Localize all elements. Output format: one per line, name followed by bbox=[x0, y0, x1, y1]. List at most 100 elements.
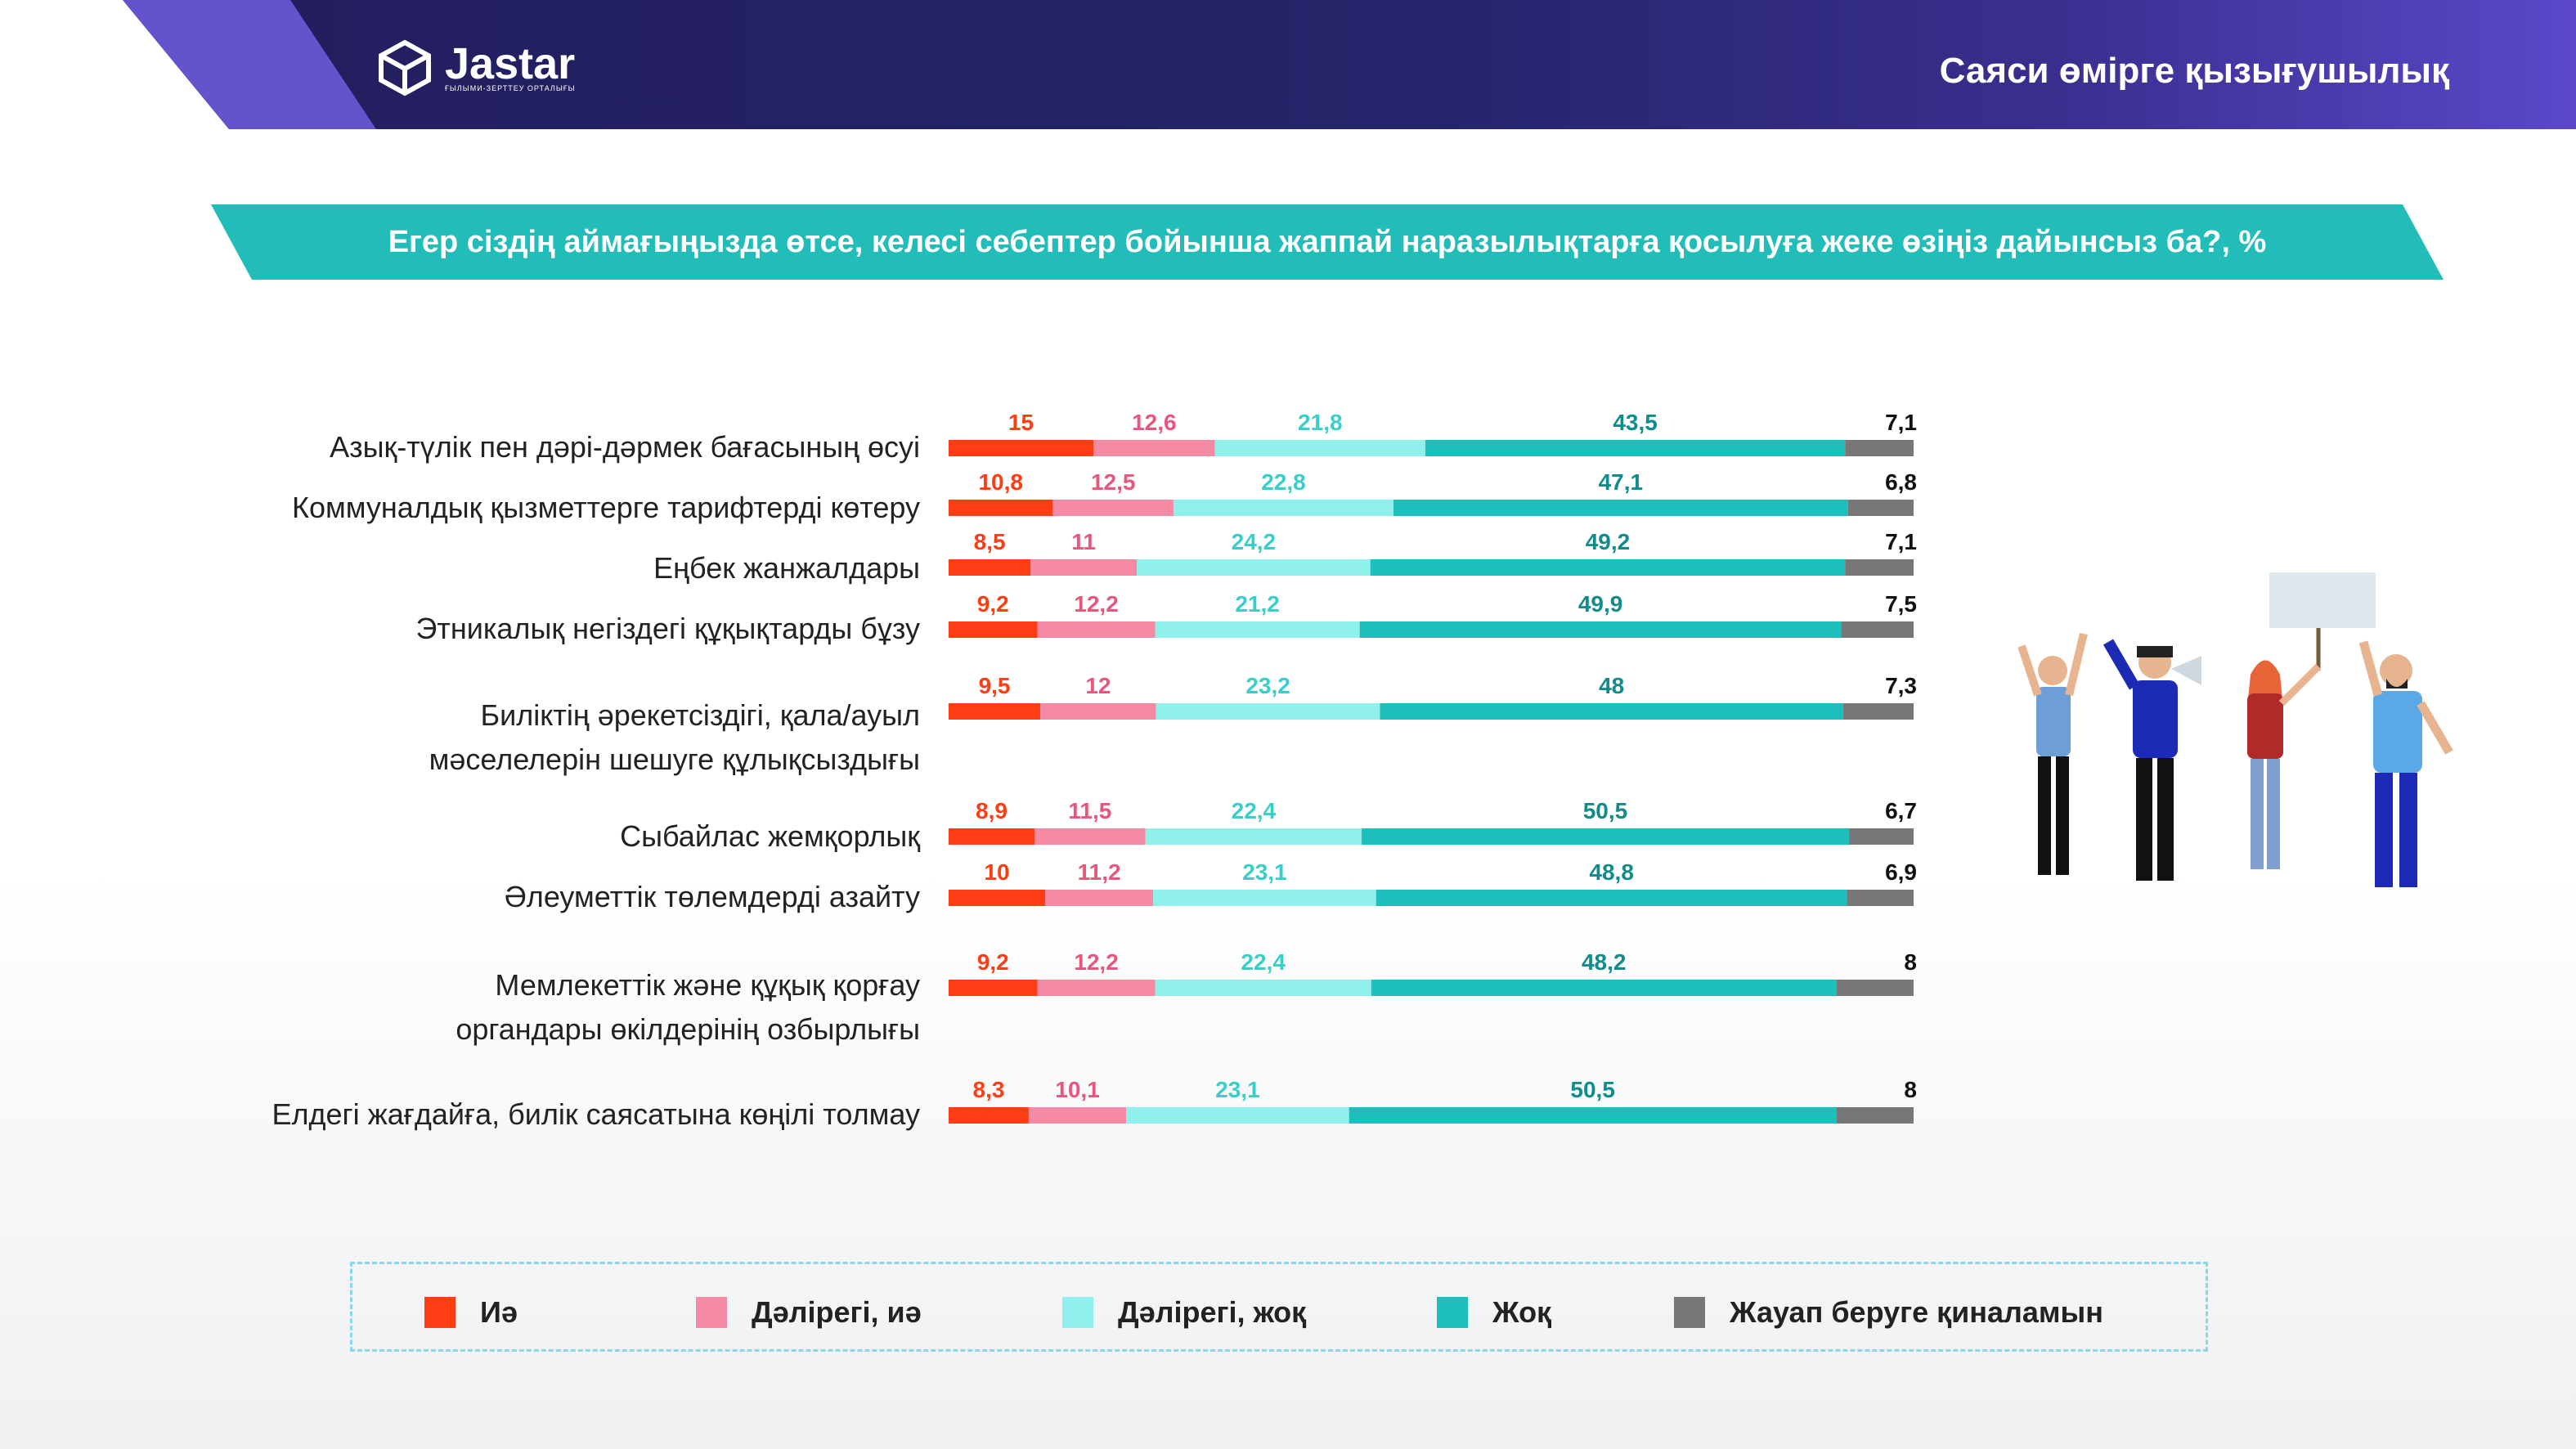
legend-label: Жоқ bbox=[1492, 1295, 1552, 1329]
bar-segment bbox=[1848, 828, 1914, 845]
category-label-line: органдары өкілдерінің озбырлығы bbox=[456, 1012, 920, 1046]
data-label: 48,8 bbox=[1589, 859, 1634, 885]
data-label: 23,1 bbox=[1215, 1077, 1260, 1102]
data-label: 23,1 bbox=[1242, 859, 1287, 885]
data-label: 6,7 bbox=[1885, 798, 1917, 823]
chart-title: Егер сіздің аймағыңызда өтсе, келесі себ… bbox=[388, 225, 2267, 259]
legend-item: Жауап беруге қиналамын bbox=[1674, 1295, 2103, 1330]
category-label-line: Сыбайлас жемқорлық bbox=[620, 819, 920, 853]
category-label: Еңбек жанжалдары bbox=[653, 546, 920, 590]
bar-segment bbox=[1845, 559, 1914, 576]
data-label: 49,2 bbox=[1586, 529, 1631, 554]
bar-segment bbox=[1145, 828, 1362, 845]
legend: Иә Дәлірегі, иә Дәлірегі, жоқ Жоқ Жауап беру… bbox=[350, 1262, 2208, 1352]
data-label: 7,1 bbox=[1885, 529, 1917, 554]
category-label-line: Еңбек жанжалдары bbox=[653, 551, 920, 585]
data-label: 12,6 bbox=[1132, 410, 1177, 435]
data-label: 11,2 bbox=[1078, 859, 1121, 885]
data-label: 12 bbox=[1085, 673, 1111, 698]
data-label: 50,5 bbox=[1583, 798, 1628, 823]
data-label: 11,5 bbox=[1068, 798, 1111, 823]
bar-segment bbox=[1836, 1107, 1914, 1124]
bar-segment bbox=[1040, 703, 1156, 720]
data-label: 49,9 bbox=[1578, 591, 1623, 617]
category-label-line: Елдегі жағдайға, билік саясатына көңілі … bbox=[272, 1097, 920, 1131]
bar-segment bbox=[1847, 890, 1914, 906]
header-bar: Jastar ҒЫЛЫМИ-ЗЕРТТЕУ ОРТАЛЫҒЫ Саяси өмі… bbox=[0, 0, 2576, 129]
bar-segment bbox=[1173, 500, 1393, 516]
category-label-line: мәселелерін шешуге құлықсыздығы bbox=[429, 742, 920, 776]
header-decoration bbox=[0, 0, 376, 129]
logo-text: Jastar bbox=[445, 39, 576, 88]
data-label: 21,8 bbox=[1298, 410, 1343, 435]
legend-label: Жауап беруге қиналамын bbox=[1730, 1295, 2104, 1329]
bar-segment bbox=[1137, 559, 1371, 576]
data-label: 10,8 bbox=[978, 469, 1023, 495]
category-label: Мемлекеттік және құқық қорғау органдары ө… bbox=[456, 963, 920, 1052]
data-label: 47,1 bbox=[1599, 469, 1644, 495]
category-label-line: Мемлекеттік және құқық қорғау bbox=[495, 968, 920, 1002]
page-title: Саяси өмірге қызығушылық bbox=[1939, 51, 2449, 91]
legend-swatch bbox=[1674, 1297, 1705, 1328]
bar-segment bbox=[1037, 621, 1156, 638]
bar-segment bbox=[949, 980, 1038, 996]
category-label-line: Әлеуметтік төлемдерді азайту bbox=[504, 880, 920, 913]
category-label: Этникалық негіздегі құқықтарды бұзу bbox=[416, 607, 920, 651]
bar-segment bbox=[1362, 828, 1849, 845]
bar-segment bbox=[1153, 890, 1376, 906]
data-label: 6,9 bbox=[1885, 859, 1917, 885]
data-label: 24,2 bbox=[1232, 529, 1277, 554]
category-label: Биліктің әрекетсіздігі, қала/ауыл мәселел… bbox=[429, 693, 920, 782]
bar-segment bbox=[1037, 980, 1156, 996]
bar-segment bbox=[1380, 703, 1843, 720]
category-label-line: Этникалық негіздегі құқықтарды бұзу bbox=[415, 612, 920, 645]
bar-segment bbox=[1359, 621, 1842, 638]
data-label: 43,5 bbox=[1613, 410, 1658, 435]
data-label: 9,2 bbox=[977, 591, 1009, 617]
data-label: 8,5 bbox=[974, 529, 1006, 554]
bar-segment bbox=[1371, 980, 1837, 996]
legend-item: Дәлірегі, жоқ bbox=[1062, 1295, 1306, 1330]
category-label: Елдегі жағдайға, билік саясатына көңілі … bbox=[272, 1092, 920, 1137]
question-banner: Егер сіздің аймағыңызда өтсе, келесі себ… bbox=[211, 204, 2444, 280]
logo: Jastar ҒЫЛЫМИ-ЗЕРТТЕУ ОРТАЛЫҒЫ bbox=[376, 39, 576, 96]
data-label: 8,9 bbox=[976, 798, 1008, 823]
bar-segment bbox=[1836, 980, 1914, 996]
data-label: 12,2 bbox=[1074, 949, 1119, 975]
data-label: 6,8 bbox=[1885, 469, 1917, 495]
bar-segment bbox=[1842, 703, 1914, 720]
data-label: 9,2 bbox=[977, 949, 1009, 975]
bar-segment bbox=[1845, 440, 1914, 456]
data-label: 48 bbox=[1599, 673, 1624, 698]
bar-segment bbox=[1045, 890, 1154, 906]
category-label: Азық-түлік пен дәрі-дәрмек бағасының өсу… bbox=[330, 425, 920, 469]
bar-segment bbox=[949, 828, 1035, 845]
category-label: Коммуналдық қызметтерге тарифтерді көтер… bbox=[292, 486, 920, 530]
data-label: 50,5 bbox=[1570, 1077, 1615, 1102]
category-label-line: Коммуналдық қызметтерге тарифтерді көтер… bbox=[292, 491, 920, 524]
data-label: 8 bbox=[1904, 949, 1917, 975]
legend-label: Дәлірегі, жоқ bbox=[1118, 1295, 1307, 1329]
bar-segment bbox=[1052, 500, 1174, 516]
legend-item: Дәлірегі, иә bbox=[696, 1295, 922, 1330]
category-label-line: Азық-түлік пен дәрі-дәрмек бағасының өсу… bbox=[330, 430, 920, 464]
legend-item: Иә bbox=[424, 1295, 518, 1330]
bar-segment bbox=[1126, 1107, 1349, 1124]
bar-segment bbox=[1214, 440, 1425, 456]
bar-segment bbox=[1425, 440, 1846, 456]
logo-cube-icon bbox=[379, 39, 431, 96]
legend-label: Дәлірегі, иә bbox=[752, 1295, 922, 1329]
legend-item: Жоқ bbox=[1437, 1295, 1551, 1330]
data-label: 9,5 bbox=[979, 673, 1011, 698]
protesters-illustration bbox=[2017, 572, 2453, 887]
data-label: 7,1 bbox=[1885, 410, 1917, 435]
bar-segment bbox=[1393, 500, 1848, 516]
bar-segment bbox=[1034, 828, 1146, 845]
bar-segment bbox=[1847, 500, 1914, 516]
bar-segment bbox=[1155, 980, 1371, 996]
data-label: 23,2 bbox=[1245, 673, 1290, 698]
bar-segment bbox=[1370, 559, 1846, 576]
data-label: 8,3 bbox=[973, 1077, 1005, 1102]
stacked-bar-chart: 15 12,6 21,8 43,5 7,1 10,8 12,5 22,8 47,1 6,8 8,5 1… bbox=[949, 410, 1917, 1124]
data-label: 11 bbox=[1071, 529, 1096, 554]
